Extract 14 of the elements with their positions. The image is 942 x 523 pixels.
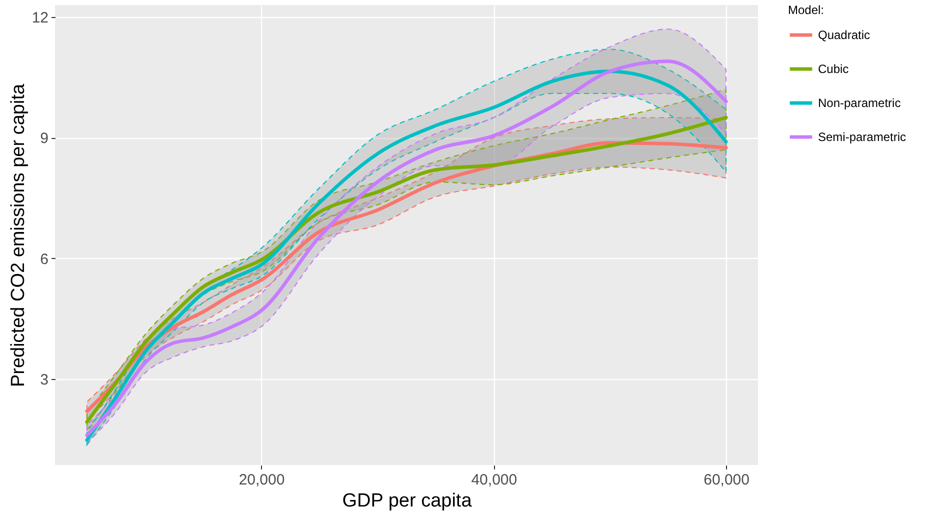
legend-title: Model: bbox=[788, 3, 824, 17]
legend-label: Cubic bbox=[818, 62, 849, 76]
y-tick-label: 12 bbox=[32, 10, 48, 27]
y-axis-title: Predicted CO2 emissions per capita bbox=[8, 84, 29, 388]
x-axis-title: GDP per capita bbox=[342, 490, 472, 512]
legend-label: Quadratic bbox=[818, 28, 870, 42]
legend-label: Non-parametric bbox=[818, 96, 901, 110]
legend-label: Semi-parametric bbox=[818, 130, 906, 144]
y-tick-label: 3 bbox=[40, 371, 48, 388]
x-tick-label: 20,000 bbox=[238, 472, 285, 488]
x-tick-label: 60,000 bbox=[704, 472, 750, 488]
y-tick-label: 6 bbox=[40, 250, 48, 268]
y-tick-label: 9 bbox=[40, 130, 48, 148]
x-tick-label: 40,000 bbox=[471, 472, 518, 488]
